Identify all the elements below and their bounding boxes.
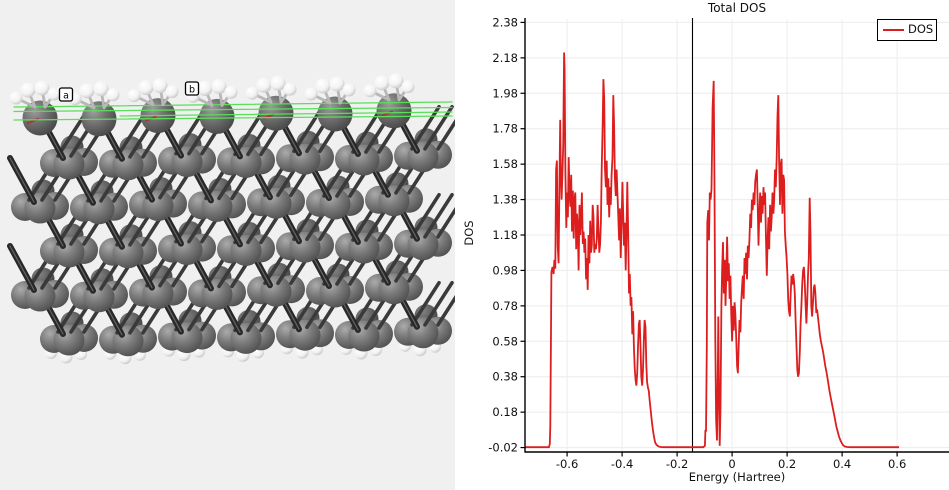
hydrogen-atom bbox=[127, 89, 141, 103]
dos-plot-canvas: -0.02 0.18 0.38 0.58 0.78 0.98 1.18 1.38 1.58 1.7… bbox=[488, 15, 949, 471]
surface-atom bbox=[258, 95, 294, 131]
bond bbox=[410, 105, 441, 151]
bond bbox=[423, 105, 454, 151]
hydrogen-atom bbox=[304, 87, 318, 101]
surface-atom bbox=[22, 100, 58, 136]
y-tick-label: 1.58 bbox=[492, 157, 518, 171]
hydrogen-atom bbox=[283, 82, 297, 96]
x-tick-label: -0.4 bbox=[611, 457, 633, 471]
y-tick-label: 0.58 bbox=[492, 334, 518, 348]
y-tick-label: 1.18 bbox=[492, 228, 518, 242]
bond bbox=[436, 119, 455, 151]
hydrogen-atom bbox=[138, 80, 154, 96]
bond bbox=[115, 113, 146, 159]
x-tick-label: 0.4 bbox=[833, 457, 851, 471]
cell-axis-label-a: a bbox=[63, 91, 69, 102]
cell-edge-line bbox=[119, 111, 453, 117]
x-tick-label: -0.2 bbox=[666, 457, 688, 471]
dos-curve bbox=[525, 52, 899, 449]
x-tick-label: -0.6 bbox=[556, 457, 578, 471]
x-tick-label: 0.6 bbox=[888, 457, 906, 471]
bond bbox=[423, 193, 454, 239]
hydrogen-atom bbox=[93, 81, 109, 97]
hydrogen-atom bbox=[329, 76, 345, 92]
hydrogen-atom bbox=[47, 87, 61, 101]
hydrogen-atom bbox=[388, 73, 404, 89]
x-axis-label: Energy (Hartree) bbox=[688, 470, 786, 484]
x-tick-label: 0 bbox=[728, 457, 735, 471]
y-tick-label: 0.78 bbox=[492, 299, 518, 313]
hydrogen-atom bbox=[34, 80, 50, 96]
cell-edge-line bbox=[13, 101, 453, 108]
chart-title: Total DOS bbox=[707, 1, 767, 15]
hydrogen-atom bbox=[211, 78, 227, 94]
hydrogen-atom bbox=[342, 83, 356, 97]
hydrogen-atom bbox=[315, 78, 331, 94]
axis-label-box bbox=[58, 87, 74, 102]
hydrogen-atom bbox=[9, 91, 23, 105]
bond bbox=[56, 112, 87, 158]
axis-label-box bbox=[184, 81, 200, 96]
y-tick-label: 2.38 bbox=[492, 15, 518, 29]
cell-edge-line bbox=[13, 106, 453, 113]
crystal-structure-3d-view[interactable]: ab bbox=[0, 0, 455, 490]
hydrogen-atom bbox=[165, 85, 179, 99]
surface-atom bbox=[199, 98, 235, 134]
x-tick-label: 0.2 bbox=[778, 457, 796, 471]
hydrogen-atom bbox=[270, 75, 286, 91]
hydrogen-atom bbox=[197, 80, 213, 96]
hydrogen-atom bbox=[224, 85, 238, 99]
y-tick-label: 1.38 bbox=[492, 193, 518, 207]
y-tick-label: 0.38 bbox=[492, 370, 518, 384]
bond bbox=[410, 193, 441, 239]
cell-edge-line bbox=[13, 115, 453, 121]
y-axis-label: DOS bbox=[462, 220, 476, 246]
hydrogen-atom bbox=[245, 86, 259, 100]
hydrogen-atom bbox=[401, 80, 415, 94]
hydrogen-atom bbox=[20, 82, 36, 98]
bond bbox=[423, 280, 454, 327]
surface-atom bbox=[376, 93, 412, 129]
bond bbox=[233, 110, 264, 157]
bond bbox=[436, 295, 455, 327]
hydrogen-atom bbox=[363, 84, 377, 98]
dos-chart-panel: -0.02 0.18 0.38 0.58 0.78 0.98 1.18 1.38 1.58 1.7… bbox=[455, 0, 949, 490]
legend-line-sample bbox=[883, 28, 904, 32]
y-tick-label: 2.18 bbox=[492, 51, 518, 65]
y-tick-label: 1.78 bbox=[492, 122, 518, 136]
hydrogen-atom bbox=[79, 83, 95, 99]
hydrogen-atom bbox=[256, 77, 272, 93]
bond bbox=[410, 280, 441, 327]
legend-label: DOS bbox=[908, 22, 934, 37]
y-tick-label: 0.18 bbox=[492, 405, 518, 419]
hydrogen-atom bbox=[374, 75, 390, 91]
hydrogen-atom bbox=[152, 78, 168, 94]
y-tick-label: 0.98 bbox=[492, 263, 518, 277]
bond-highlight bbox=[9, 245, 35, 291]
hydrogen-atom bbox=[106, 88, 120, 102]
bond bbox=[436, 207, 455, 239]
bond bbox=[292, 107, 323, 153]
y-tick-label: 1.98 bbox=[492, 86, 518, 100]
bond-highlight bbox=[9, 157, 35, 203]
cell-axis-label-b: b bbox=[189, 85, 195, 96]
y-tick-label: -0.02 bbox=[488, 441, 518, 455]
legend: DOS bbox=[877, 19, 937, 41]
